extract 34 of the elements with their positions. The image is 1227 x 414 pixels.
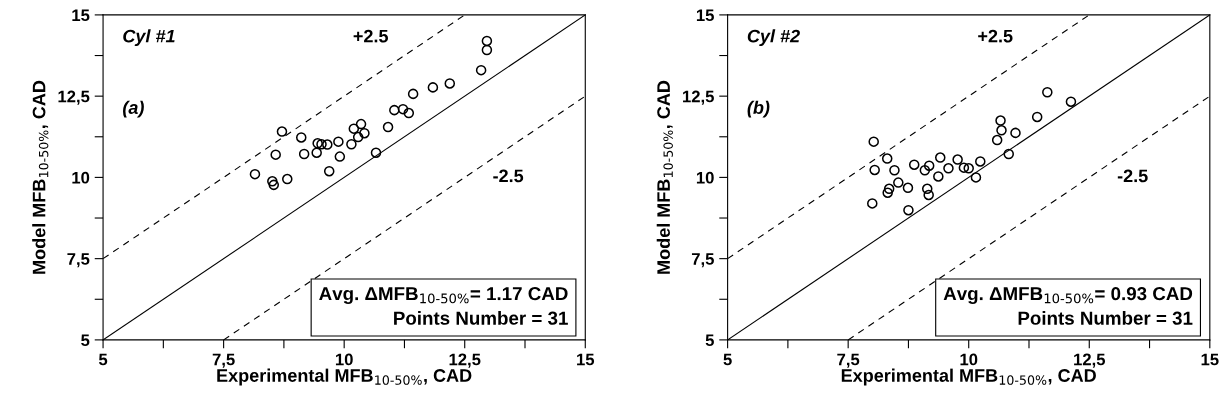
- y-tick-label: 5: [81, 334, 90, 347]
- x-tick-label: 15: [577, 353, 595, 366]
- y-tick-label: 10: [696, 171, 714, 184]
- x-tick-label: 5: [98, 353, 108, 366]
- y-tick-label: 7,5: [691, 253, 714, 268]
- x-tick-label: 7,5: [212, 353, 235, 368]
- annotation: (a): [123, 100, 144, 118]
- x-tick-label: 7,5: [837, 353, 860, 368]
- y-tick-label: 12,5: [58, 90, 90, 105]
- annotation: -2.5: [493, 169, 524, 183]
- annotation: +2.5: [353, 29, 389, 43]
- x-tick-label: 5: [723, 353, 732, 366]
- x-tick-label: 10: [335, 353, 353, 366]
- y-axis-title: Model MFB$_{10-50%}$, CAD: [656, 80, 673, 274]
- y-tick-label: 7,5: [67, 253, 90, 268]
- x-tick-label: 12,5: [1074, 353, 1106, 368]
- x-tick-label: 12,5: [449, 353, 481, 368]
- x-tick-label: 10: [960, 353, 978, 366]
- y-tick-label: 10: [72, 171, 90, 184]
- y-tick-label: 15: [72, 9, 90, 22]
- annotation: Avg. ΔMFB$_{10-50%}$= 0.93 CAD Points Number = 31: [943, 287, 1193, 325]
- y-tick-label: 5: [705, 334, 714, 347]
- annotation: Cyl #2: [747, 29, 800, 47]
- y-tick-label: 15: [696, 9, 714, 22]
- annotation: (b): [747, 100, 770, 118]
- x-tick-label: 15: [1201, 353, 1219, 366]
- annotation: Avg. ΔMFB$_{10-50%}$= 1.17 CAD Points Number = 31: [319, 287, 568, 325]
- x-axis-title: Experimental MFB$_{10-50%}$, CAD: [217, 368, 472, 386]
- annotation: +2.5: [978, 29, 1013, 43]
- x-axis-title: Experimental MFB$_{10-50%}$, CAD: [841, 368, 1096, 386]
- y-axis-title: Model MFB$_{10-50%}$, CAD: [32, 80, 49, 274]
- annotation: Cyl #1: [123, 29, 175, 47]
- y-tick-label: 12,5: [683, 90, 714, 105]
- annotation: -2.5: [1117, 169, 1148, 183]
